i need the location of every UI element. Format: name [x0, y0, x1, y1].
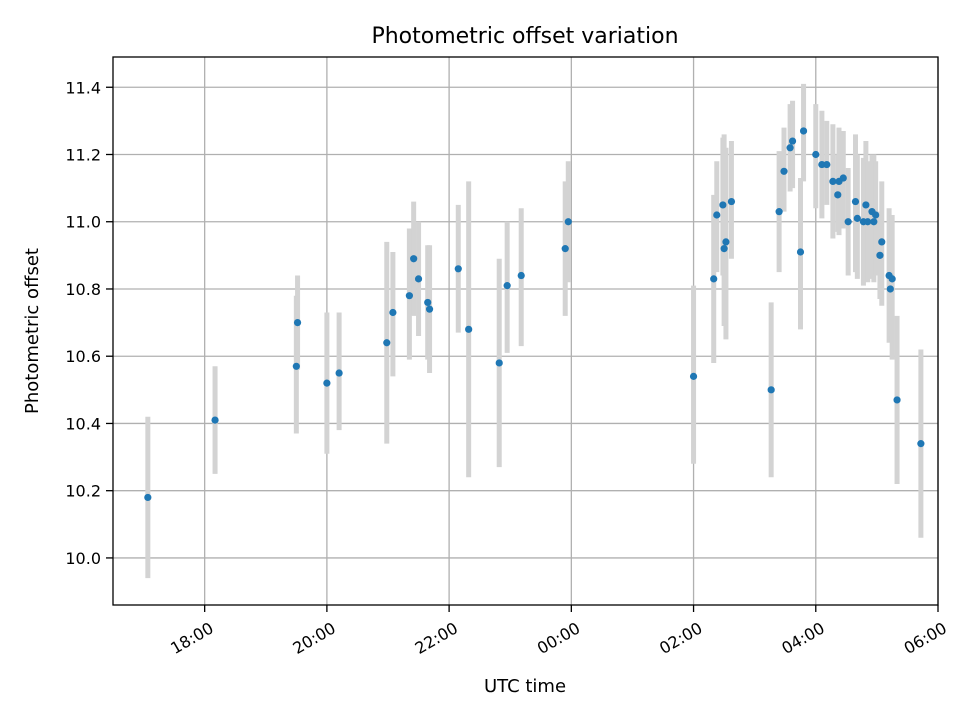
data-point [335, 369, 343, 377]
data-point [424, 298, 432, 307]
data-point [844, 218, 852, 226]
data-point [689, 372, 698, 380]
chart-title: Photometric offset variation [371, 24, 678, 49]
data-point [722, 238, 730, 246]
plot-area-frame [112, 56, 939, 606]
y-tick-label: 11.4 [65, 78, 101, 97]
data-points [144, 127, 925, 502]
data-point [495, 359, 503, 367]
data-point [839, 174, 847, 182]
data-point [834, 191, 842, 199]
data-point [893, 396, 901, 404]
data-point [796, 248, 805, 256]
data-point [410, 255, 418, 263]
data-point [870, 218, 878, 226]
data-point [720, 245, 728, 253]
data-point [503, 282, 511, 290]
data-point [780, 167, 788, 175]
y-tick-label: 10.2 [65, 482, 101, 501]
data-point [888, 275, 896, 283]
data-point [788, 137, 797, 145]
data-point [864, 218, 872, 226]
data-point [767, 386, 775, 394]
y-tick-label: 10.8 [65, 280, 101, 299]
data-point [786, 144, 794, 152]
data-point [876, 251, 884, 259]
data-point [851, 197, 860, 206]
data-point [727, 197, 736, 206]
data-point [710, 275, 718, 283]
y-tick-label: 10.0 [65, 549, 101, 568]
y-tick-label: 10.4 [65, 414, 101, 433]
y-axis-label: Photometric offset [22, 248, 43, 414]
data-point [561, 245, 569, 253]
data-point [383, 339, 391, 347]
data-point [517, 271, 525, 280]
data-point [775, 208, 783, 216]
data-point [292, 362, 300, 370]
data-point [853, 214, 861, 222]
data-point [862, 201, 870, 209]
data-point [465, 325, 473, 333]
data-point [872, 211, 880, 219]
grid [113, 57, 939, 605]
data-point [823, 160, 831, 169]
data-point [425, 305, 434, 313]
data-point [564, 218, 572, 226]
data-point [829, 177, 837, 185]
y-tick-label: 10.6 [65, 347, 101, 366]
y-tick-label: 11.0 [65, 213, 101, 232]
data-point [454, 265, 462, 273]
data-point [917, 440, 925, 448]
data-point [713, 211, 721, 219]
data-point [414, 275, 423, 283]
data-point [389, 308, 397, 317]
data-point [323, 379, 331, 387]
data-point [211, 416, 219, 424]
data-point [812, 150, 820, 159]
data-point [878, 238, 886, 246]
x-axis-label: UTC time [484, 676, 566, 697]
data-point [886, 285, 894, 293]
data-point [405, 292, 413, 300]
y-tick-label: 11.2 [65, 145, 101, 164]
data-point [293, 318, 302, 327]
data-point [144, 493, 152, 502]
data-point [719, 201, 727, 209]
data-point [799, 127, 808, 135]
